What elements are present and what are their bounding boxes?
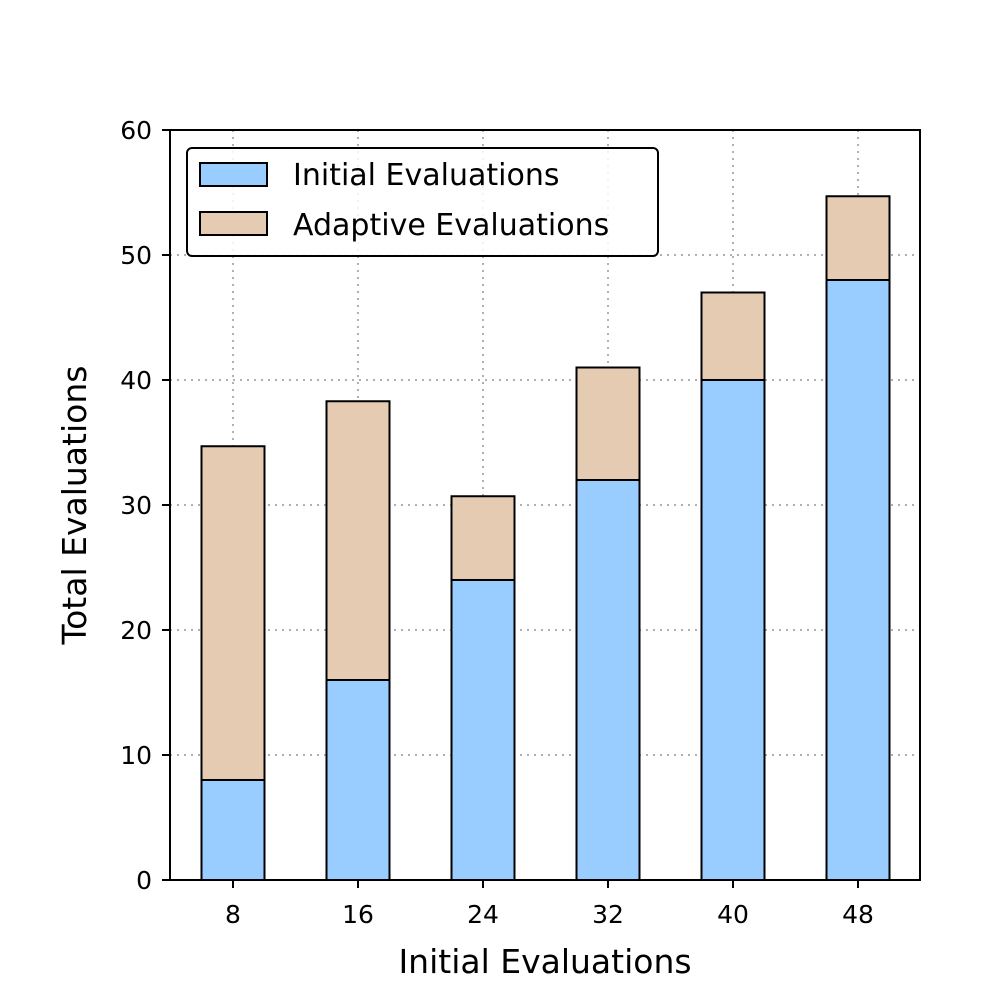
bar-adaptive-evaluations xyxy=(200,445,266,781)
legend-swatch-initial xyxy=(199,162,268,187)
legend-label-initial: Initial Evaluations xyxy=(293,158,559,193)
legend: Initial Evaluations Adaptive Evaluations xyxy=(186,147,659,257)
bar-initial-evaluations xyxy=(200,779,266,881)
y-tick-label: 10 xyxy=(120,741,152,770)
axis-ticks: 0 10 20 30 40 50 60 8 16 24 32 40 48 xyxy=(120,116,874,929)
bar-adaptive-evaluations xyxy=(450,495,516,581)
y-tick-label: 20 xyxy=(120,616,152,645)
bar-initial-evaluations xyxy=(575,479,641,881)
bar-adaptive-evaluations xyxy=(825,195,891,281)
legend-label-adaptive: Adaptive Evaluations xyxy=(293,208,609,243)
x-tick-label: 40 xyxy=(717,900,749,929)
x-tick-label: 48 xyxy=(842,900,874,929)
x-tick-label: 32 xyxy=(592,900,624,929)
bar-initial-evaluations xyxy=(825,279,891,881)
bar-adaptive-evaluations xyxy=(700,291,766,381)
y-tick-label: 30 xyxy=(120,491,152,520)
x-axis-label: Initial Evaluations xyxy=(398,942,691,981)
x-tick-label: 24 xyxy=(467,900,499,929)
y-tick-label: 60 xyxy=(120,116,152,145)
x-tick-label: 8 xyxy=(225,900,241,929)
bar-adaptive-evaluations xyxy=(575,366,641,481)
bars xyxy=(200,195,891,881)
legend-box xyxy=(186,147,659,257)
y-axis-label: Total Evaluations xyxy=(55,366,94,646)
y-tick-label: 50 xyxy=(120,241,152,270)
bar-adaptive-evaluations xyxy=(325,400,391,681)
bar-initial-evaluations xyxy=(450,579,516,881)
x-tick-label: 16 xyxy=(342,900,374,929)
y-tick-label: 40 xyxy=(120,366,152,395)
bar-initial-evaluations xyxy=(700,379,766,881)
bar-initial-evaluations xyxy=(325,679,391,881)
legend-swatch-adaptive xyxy=(199,211,268,236)
y-tick-label: 0 xyxy=(136,866,152,895)
